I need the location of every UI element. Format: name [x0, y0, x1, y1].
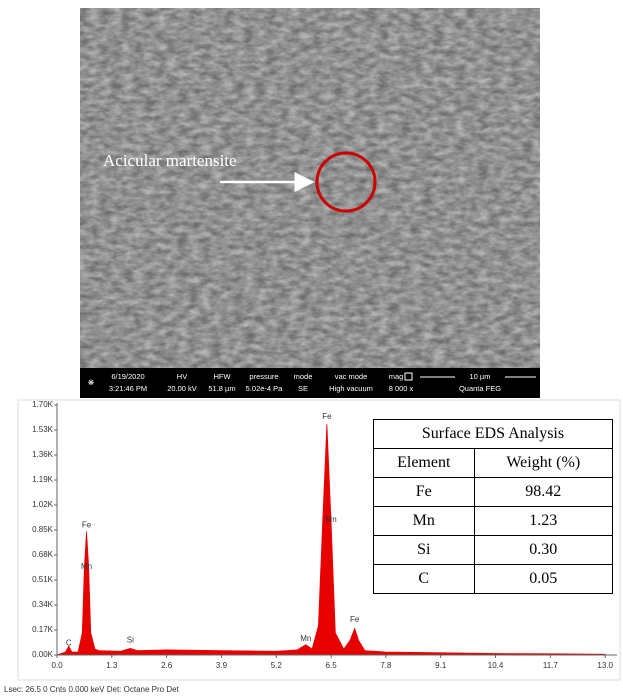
- info: SE: [298, 384, 308, 393]
- x-tick-label: 2.6: [161, 661, 173, 670]
- info: 6/19/2020: [111, 372, 144, 381]
- footer: Lsec: 26.5 0 Cnts 0.000 keV Det: Octane …: [4, 685, 180, 694]
- peak-label: Fe: [350, 615, 360, 624]
- info: High vacuum: [329, 384, 373, 393]
- table-cell: Mn: [374, 507, 475, 536]
- x-tick-label: 9.1: [435, 661, 447, 670]
- icon: ❋: [88, 378, 95, 387]
- peak-label: Mn: [81, 562, 92, 571]
- table-cell: 0.05: [474, 565, 612, 594]
- peak-label: Mn: [326, 515, 337, 524]
- y-tick-label: 1.53K: [32, 425, 54, 434]
- table-cell: C: [374, 565, 475, 594]
- info: 3:21:46 PM: [109, 384, 147, 393]
- y-tick-label: 1.02K: [32, 500, 54, 509]
- y-tick-label: 1.19K: [32, 475, 54, 484]
- info: 5.02e-4 Pa: [246, 384, 284, 393]
- info: 51.8 µm: [208, 384, 235, 393]
- info: HV: [177, 372, 187, 381]
- peak-label: Fe: [82, 521, 92, 530]
- peak-label: Si: [127, 635, 134, 644]
- sem-texture: [80, 8, 540, 368]
- peak-label: C: [66, 638, 72, 647]
- y-tick-label: 0.00K: [32, 650, 54, 659]
- info-bar: ❋ 6/19/2020 3:21:46 PM HV 20.00 kV HFW 5…: [80, 368, 540, 398]
- y-tick-label: 1.36K: [32, 450, 54, 459]
- info: HFW: [213, 372, 231, 381]
- y-tick-label: 1.70K: [32, 400, 54, 409]
- table-title: Surface EDS Analysis: [374, 420, 613, 449]
- x-tick-label: 1.3: [106, 661, 118, 670]
- table-cell: 1.23: [474, 507, 612, 536]
- info: mag: [389, 372, 404, 381]
- info: mode: [294, 372, 313, 381]
- table-cell: 98.42: [474, 478, 612, 507]
- table-cell: 0.30: [474, 536, 612, 565]
- y-tick-label: 0.51K: [32, 575, 54, 584]
- x-tick-label: 3.9: [216, 661, 228, 670]
- annotation: Acicular martensite: [103, 151, 237, 170]
- info: 8 000 x: [389, 384, 414, 393]
- table-cell: Fe: [374, 478, 475, 507]
- y-tick-label: 0.68K: [32, 550, 54, 559]
- x-tick-label: 11.7: [543, 661, 559, 670]
- x-tick-label: 6.5: [326, 661, 338, 670]
- x-tick-label: 0.0: [51, 661, 63, 670]
- info: Quanta FEG: [459, 384, 501, 393]
- x-tick-label: 5.2: [271, 661, 283, 670]
- info: 20.00 kV: [167, 384, 197, 393]
- y-tick-label: 0.34K: [32, 600, 54, 609]
- page: {"sem_image":{"annotation":"Acicular mar…: [0, 0, 623, 699]
- x-tick-label: 13.0: [597, 661, 613, 670]
- y-tick-label: 0.17K: [32, 625, 54, 634]
- info: 10 µm: [470, 372, 491, 381]
- table-header: Element: [374, 449, 475, 478]
- info: vac mode: [335, 372, 368, 381]
- x-tick-label: 10.4: [488, 661, 504, 670]
- peak-label: Mn: [300, 634, 311, 643]
- table-header: Weight (%): [474, 449, 612, 478]
- figure: Acicular martensite ❋ 6/19/2020 3:21:46 …: [0, 0, 623, 699]
- y-tick-label: 0.85K: [32, 525, 54, 534]
- peak-label: Fe: [322, 412, 332, 421]
- x-tick-label: 7.8: [380, 661, 392, 670]
- table-cell: Si: [374, 536, 475, 565]
- info: pressure: [249, 372, 278, 381]
